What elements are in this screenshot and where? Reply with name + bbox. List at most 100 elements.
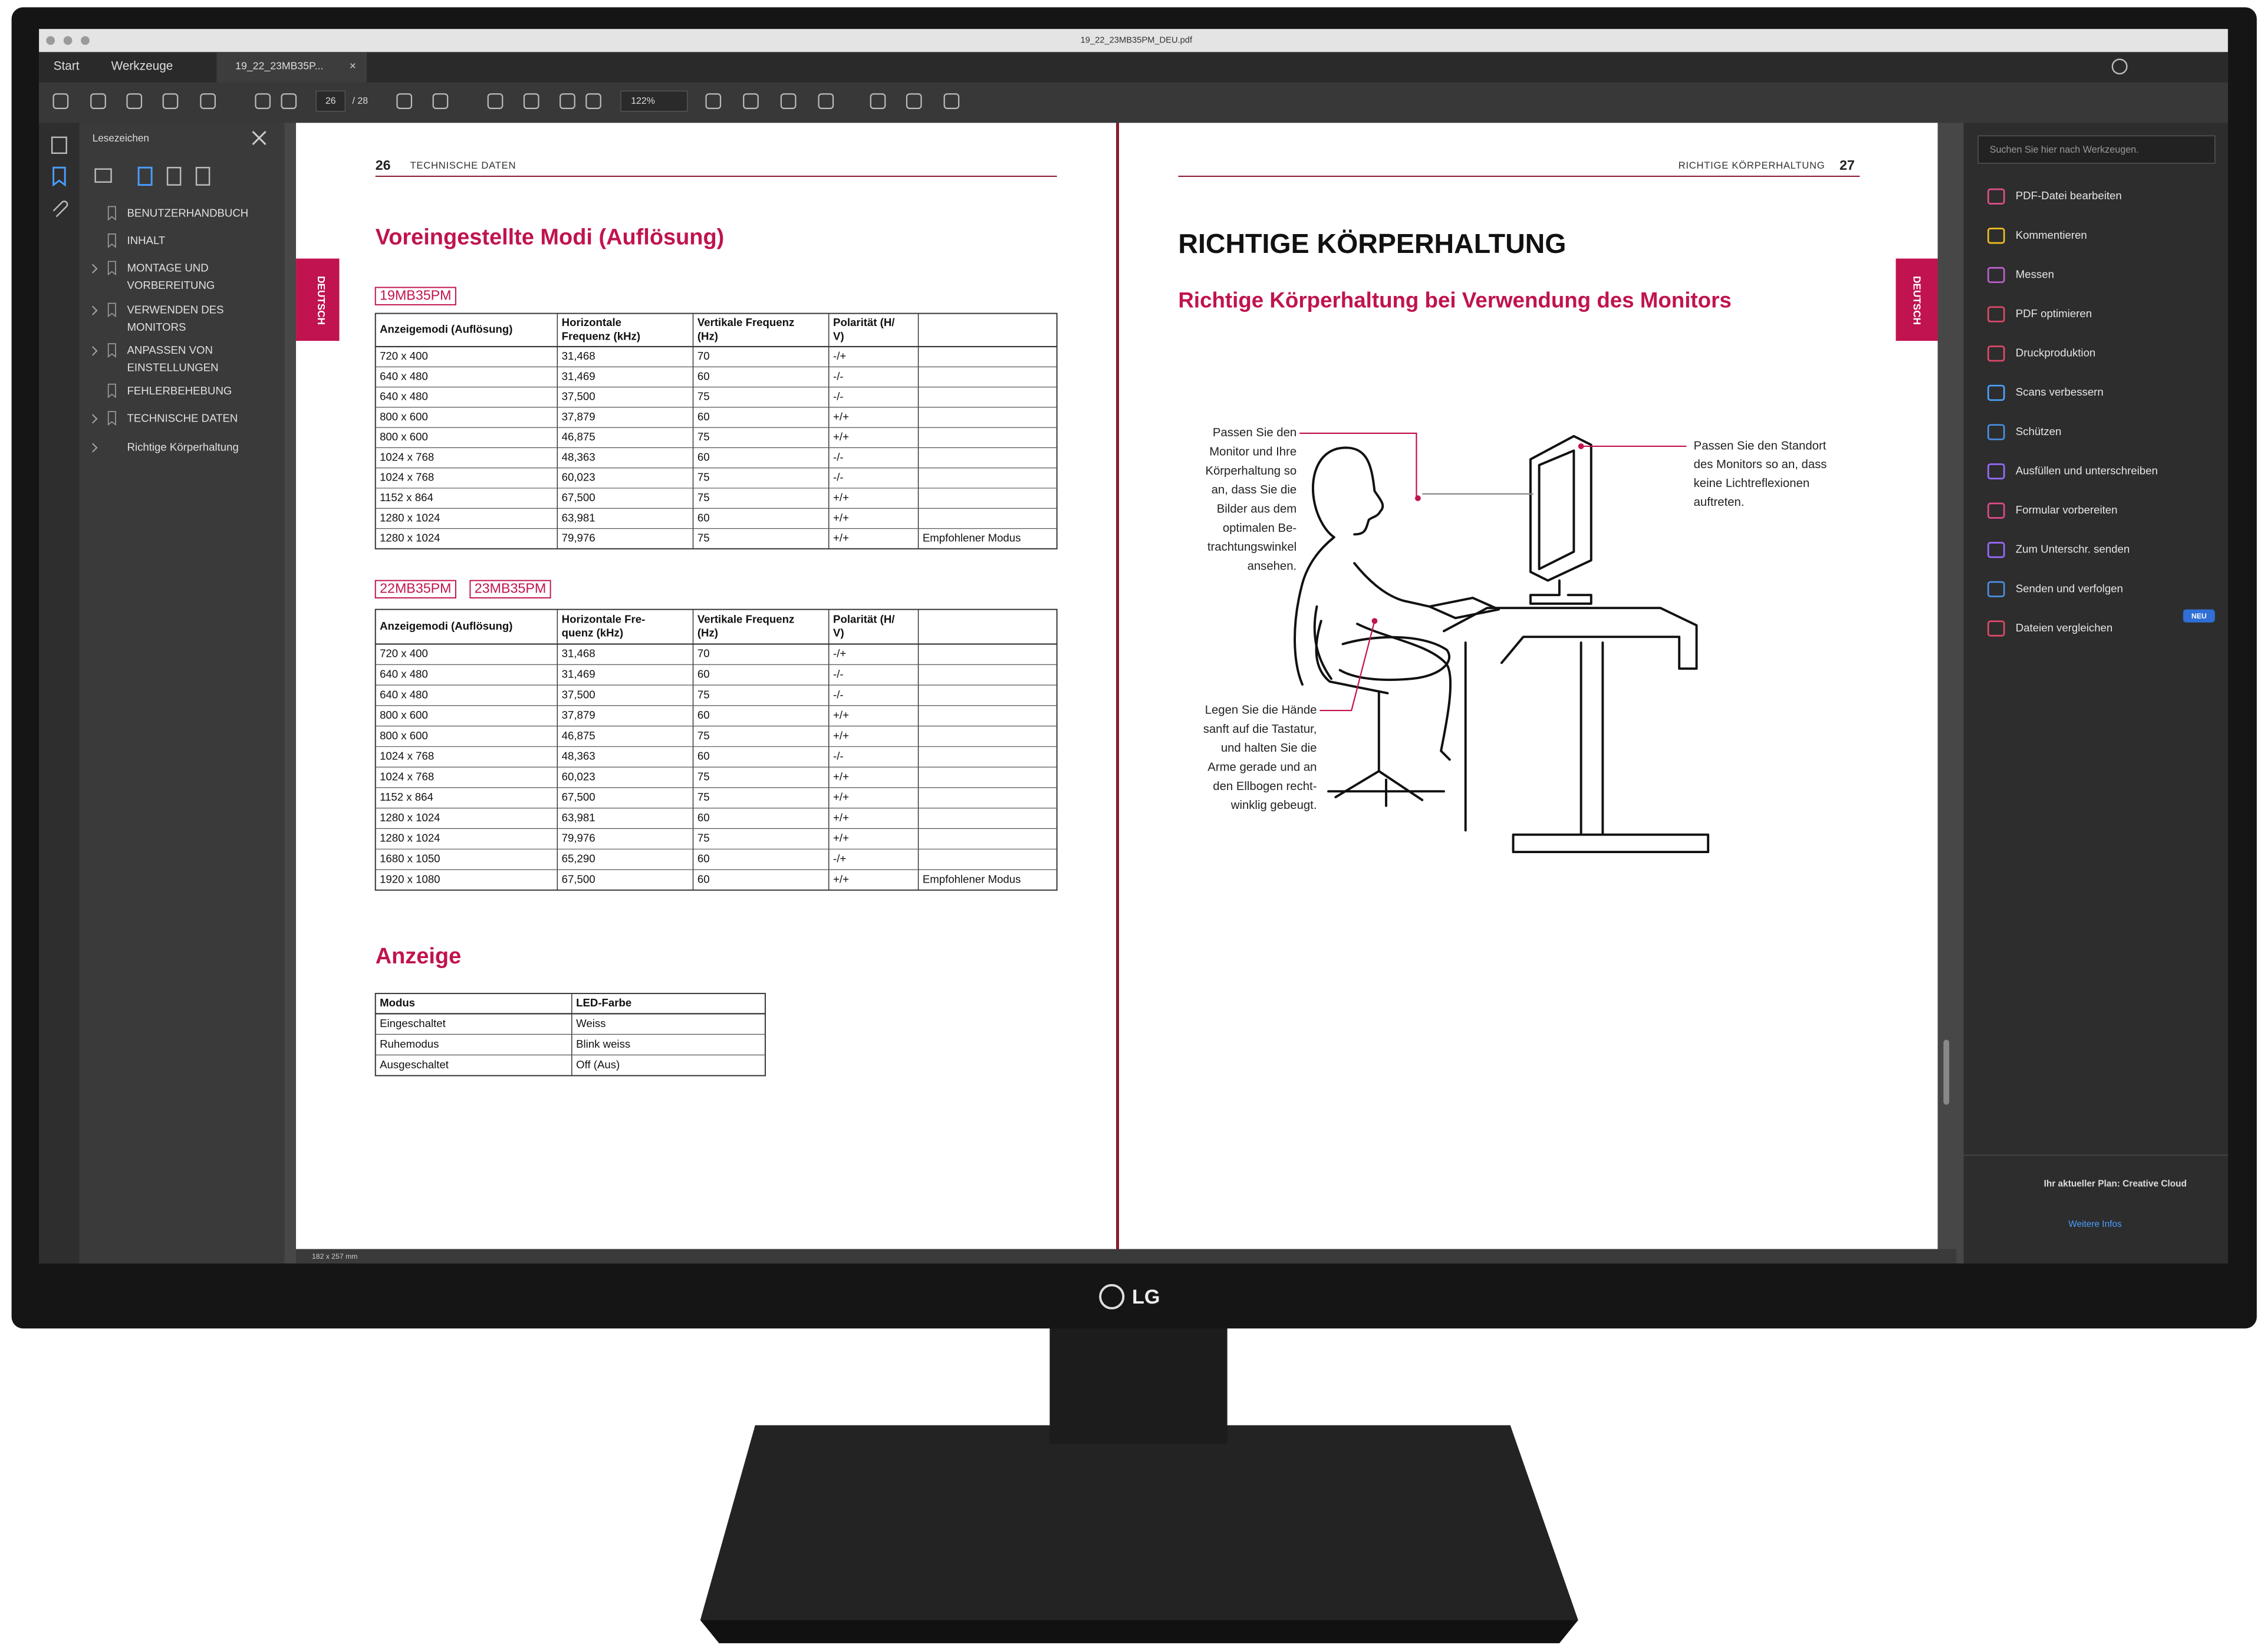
- table-header: Horizontale: [562, 316, 621, 328]
- tool-icon[interactable]: [1987, 188, 2005, 205]
- tool-icon[interactable]: [1987, 266, 2005, 284]
- tool[interactable]: Formular vorbereiten: [2016, 504, 2118, 516]
- table-cell: 60,023: [562, 471, 595, 483]
- help-button[interactable]: [2111, 58, 2128, 75]
- tool[interactable]: PDF optimieren: [2016, 307, 2092, 320]
- tab[interactable]: Start: [54, 59, 80, 73]
- callout-text: und halten Sie die: [1221, 742, 1317, 755]
- tool-icon[interactable]: [1987, 306, 2005, 322]
- toolbar-button[interactable]: [585, 93, 601, 109]
- scrollbar[interactable]: [1943, 1039, 1950, 1105]
- toolbar-button[interactable]: [281, 93, 297, 109]
- window-button[interactable]: [46, 36, 55, 45]
- expand-arrow[interactable]: [92, 264, 98, 274]
- illustration-monitor: [1529, 435, 1592, 582]
- bookmark[interactable]: TECHNISCHE DATEN: [127, 412, 238, 424]
- window-button[interactable]: [81, 36, 90, 45]
- tool[interactable]: Senden und verfolgen: [2016, 582, 2123, 594]
- toolbar-button[interactable]: [432, 93, 449, 109]
- expand-arrow[interactable]: [92, 443, 98, 453]
- bookmark[interactable]: MONITORS: [127, 321, 186, 333]
- tool[interactable]: Schützen: [2016, 425, 2062, 437]
- bookmark-icon[interactable]: [52, 166, 66, 187]
- tab[interactable]: 19_22_23MB35P...: [235, 60, 323, 73]
- tools-search[interactable]: [1977, 135, 2216, 164]
- close-panel[interactable]: [252, 131, 266, 146]
- bookmark[interactable]: FEHLERBEHEBUNG: [127, 384, 232, 397]
- toolbar-button[interactable]: [943, 93, 960, 109]
- toolbar-button[interactable]: [200, 93, 216, 109]
- options-icon[interactable]: [94, 168, 112, 183]
- expand-arrow[interactable]: [92, 305, 98, 315]
- active-tab[interactable]: [216, 52, 367, 83]
- tool[interactable]: Kommentieren: [2016, 229, 2087, 241]
- pages-icon[interactable]: [51, 136, 67, 154]
- toolbar-button[interactable]: [560, 93, 575, 109]
- toolbar-button[interactable]: [780, 93, 797, 109]
- table-cell: 46,875: [562, 729, 595, 742]
- delete-icon[interactable]: [137, 166, 153, 186]
- bookmark[interactable]: VORBEREITUNG: [127, 279, 215, 291]
- bookmark[interactable]: INHALT: [127, 234, 166, 246]
- attachment-icon[interactable]: [52, 200, 68, 218]
- tool-icon[interactable]: [1987, 620, 2005, 637]
- tool-icon[interactable]: [1987, 384, 2005, 401]
- toolbar-button[interactable]: [743, 93, 759, 109]
- toolbar-button[interactable]: [396, 93, 413, 109]
- tool-icon[interactable]: [1987, 424, 2005, 440]
- window-button[interactable]: [63, 36, 73, 45]
- tool[interactable]: Ausfüllen und unterschreiben: [2016, 464, 2158, 476]
- tool-icon[interactable]: [1987, 228, 2005, 244]
- tool[interactable]: Zum Unterschr. senden: [2016, 543, 2130, 555]
- toolbar-button[interactable]: [255, 93, 271, 109]
- tool[interactable]: Druckproduktion: [2016, 347, 2096, 359]
- tool-icon[interactable]: [1987, 542, 2005, 558]
- bookmark[interactable]: Richtige Körperhaltung: [127, 440, 239, 453]
- table-cell: 37,879: [562, 709, 595, 721]
- toolbar-button[interactable]: [52, 93, 69, 109]
- bookmark[interactable]: BENUTZERHANDBUCH: [127, 207, 249, 219]
- toolbar-button[interactable]: [705, 93, 722, 109]
- tool-icon[interactable]: [1987, 345, 2005, 362]
- tool[interactable]: Messen: [2016, 268, 2054, 280]
- search-placeholder[interactable]: Suchen Sie hier nach Werkzeugen.: [1990, 144, 2139, 155]
- table-header: Vertikale Frequenz: [697, 316, 794, 328]
- table-cell: 75: [697, 471, 710, 483]
- tab-close[interactable]: ×: [350, 60, 356, 73]
- toolbar-button[interactable]: [162, 93, 179, 109]
- expand-arrow[interactable]: [92, 414, 98, 424]
- expand-arrow[interactable]: [92, 346, 98, 356]
- zoom-input[interactable]: [620, 90, 688, 112]
- bookmark[interactable]: MONTAGE UND: [127, 262, 209, 274]
- more-info-link[interactable]: Weitere Infos: [2068, 1219, 2122, 1229]
- tool[interactable]: PDF-Datei bearbeiten: [2016, 189, 2122, 202]
- tab[interactable]: Werkzeuge: [111, 59, 173, 73]
- model-box: [469, 580, 551, 599]
- new-bookmark-icon[interactable]: [166, 167, 182, 186]
- page-left: [296, 123, 1117, 1249]
- tool-icon[interactable]: [1987, 581, 2005, 597]
- toolbar-button[interactable]: [906, 93, 922, 109]
- toolbar-button[interactable]: [90, 93, 106, 109]
- tool[interactable]: Scans verbessern: [2016, 386, 2104, 398]
- table-cell: 640 x 480: [380, 688, 428, 700]
- tool-icon[interactable]: [1987, 463, 2005, 480]
- toolbar-button[interactable]: [487, 93, 504, 109]
- tool[interactable]: Dateien vergleichen: [2016, 621, 2113, 634]
- zoom-level[interactable]: 122%: [631, 96, 655, 106]
- find-bookmark-icon[interactable]: [195, 167, 210, 186]
- new-badge: NEU: [2191, 612, 2207, 620]
- bookmark[interactable]: EINSTELLUNGEN: [127, 361, 219, 374]
- toolbar-button[interactable]: [818, 93, 834, 109]
- page-number[interactable]: 26: [325, 96, 336, 106]
- toolbar-button[interactable]: [126, 93, 143, 109]
- toolbar-button[interactable]: [870, 93, 886, 109]
- page-input[interactable]: [315, 90, 346, 112]
- table-cell: 1152 x 864: [380, 491, 433, 504]
- toolbar-button[interactable]: [523, 93, 539, 109]
- bookmark[interactable]: ANPASSEN VON: [127, 344, 213, 356]
- bookmark[interactable]: VERWENDEN DES: [127, 304, 224, 316]
- page-count: / 28: [353, 96, 368, 106]
- tool-icon[interactable]: [1987, 502, 2005, 519]
